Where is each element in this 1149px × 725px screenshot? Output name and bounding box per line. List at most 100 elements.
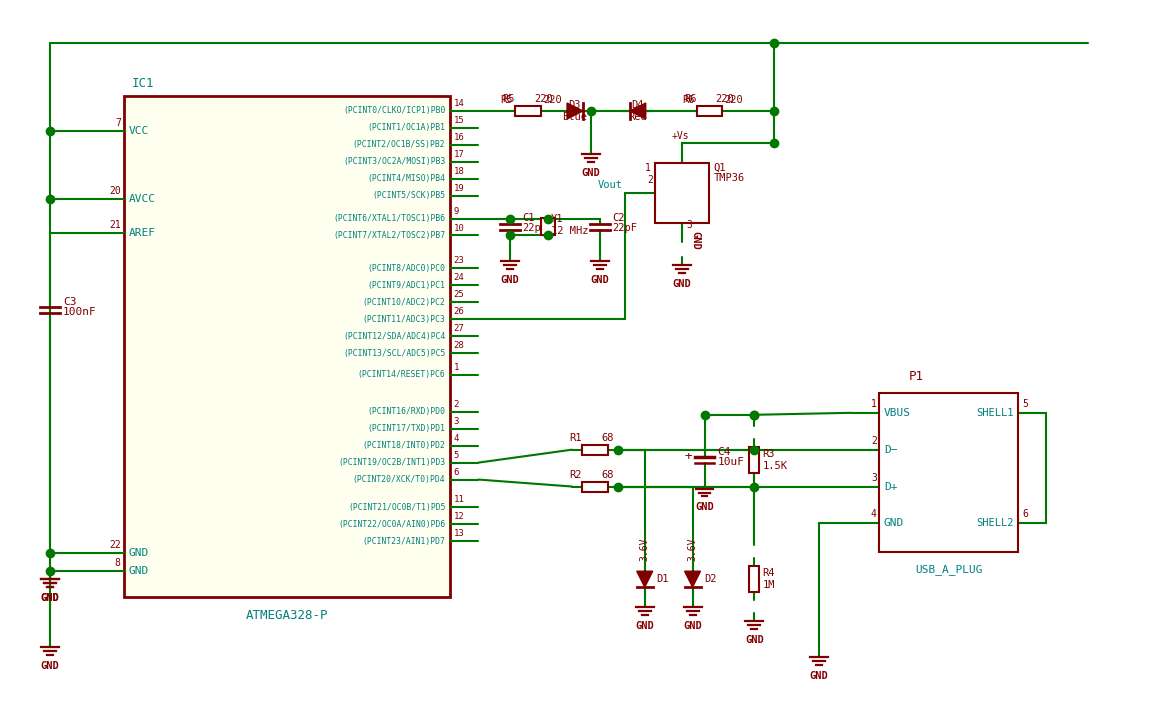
Text: GND: GND (40, 593, 60, 603)
Text: 3.6V: 3.6V (687, 538, 697, 561)
Bar (655, 163, 709, 223)
Text: 220: 220 (543, 95, 562, 105)
Text: 18: 18 (454, 167, 464, 175)
Bar (749, 566, 759, 592)
Polygon shape (566, 103, 583, 119)
Text: 5: 5 (454, 451, 458, 460)
Text: R1: R1 (570, 433, 583, 443)
Text: IC1: IC1 (132, 77, 154, 90)
Text: C2: C2 (612, 213, 624, 223)
Text: ATMEGA328-P: ATMEGA328-P (246, 609, 329, 622)
Text: D1: D1 (657, 574, 669, 584)
Text: (PCINT10/ADC2)PC2: (PCINT10/ADC2)PC2 (363, 298, 446, 307)
Text: GND: GND (501, 276, 519, 286)
Text: (PCINT14/RESET)PC6: (PCINT14/RESET)PC6 (357, 370, 446, 379)
Text: 6: 6 (454, 468, 458, 476)
Text: +: + (684, 450, 692, 463)
Text: R5: R5 (501, 95, 514, 105)
Bar (749, 447, 759, 473)
Text: 220: 220 (724, 95, 743, 105)
Text: 3.6V: 3.6V (640, 538, 649, 561)
Text: VBUS: VBUS (884, 407, 911, 418)
Text: 3: 3 (454, 417, 458, 426)
Text: 2: 2 (871, 436, 877, 446)
Text: GND: GND (129, 548, 149, 558)
Text: 24: 24 (454, 273, 464, 282)
Text: 3: 3 (871, 473, 877, 483)
Text: SHELL2: SHELL2 (976, 518, 1013, 529)
Text: 17: 17 (454, 150, 464, 159)
Text: 1: 1 (645, 162, 650, 173)
Text: D4: D4 (632, 100, 643, 110)
Text: 4: 4 (454, 434, 458, 443)
Text: (PCINT8/ADC0)PC0: (PCINT8/ADC0)PC0 (368, 264, 446, 273)
Text: C4: C4 (717, 447, 731, 457)
Text: USB_A_PLUG: USB_A_PLUG (915, 564, 982, 575)
Text: GND: GND (635, 621, 654, 631)
Text: 22: 22 (109, 540, 121, 550)
Polygon shape (685, 571, 701, 587)
Text: R6: R6 (684, 94, 696, 104)
Text: 11: 11 (454, 495, 464, 505)
Text: 10uF: 10uF (717, 457, 745, 467)
Text: 26: 26 (454, 307, 464, 316)
Text: 1: 1 (871, 399, 877, 409)
Text: 5: 5 (1023, 399, 1028, 409)
Bar (696, 106, 723, 116)
Text: P1: P1 (909, 370, 924, 383)
Text: (PCINT16/RXD)PD0: (PCINT16/RXD)PD0 (368, 407, 446, 416)
Bar (879, 393, 1018, 552)
Text: (PCINT5/SCK)PB5: (PCINT5/SCK)PB5 (372, 191, 446, 200)
Text: 6: 6 (1023, 510, 1028, 519)
Text: (PCINT3/OC2A/MOSI)PB3: (PCINT3/OC2A/MOSI)PB3 (344, 157, 446, 166)
Text: (PCINT12/SDA/ADC4)PC4: (PCINT12/SDA/ADC4)PC4 (344, 331, 446, 341)
Text: D2: D2 (704, 574, 717, 584)
Text: (PCINT11/ADC3)PC3: (PCINT11/ADC3)PC3 (363, 315, 446, 323)
Text: 100nF: 100nF (63, 307, 97, 317)
Text: GND: GND (884, 518, 904, 529)
Text: GND: GND (591, 276, 609, 286)
Text: 20: 20 (109, 186, 121, 196)
Text: (PCINT20/XCK/T0)PD4: (PCINT20/XCK/T0)PD4 (353, 475, 446, 484)
Text: Red: Red (629, 112, 647, 122)
Text: D+: D+ (884, 481, 897, 492)
Text: SHELL1: SHELL1 (976, 407, 1013, 418)
Text: 22pF: 22pF (522, 223, 547, 233)
Text: C1: C1 (522, 213, 534, 223)
Text: R4: R4 (762, 568, 774, 579)
Text: 23: 23 (454, 257, 464, 265)
Text: 14: 14 (454, 99, 464, 108)
Text: GND: GND (672, 279, 692, 289)
Text: 8: 8 (115, 558, 121, 568)
Text: 10: 10 (454, 223, 464, 233)
Text: (PCINT23/AIN1)PD7: (PCINT23/AIN1)PD7 (363, 536, 446, 546)
Text: 15: 15 (454, 116, 464, 125)
Text: 13: 13 (454, 529, 464, 539)
Text: 1M: 1M (762, 580, 774, 590)
Text: (PCINT17/TXD)PD1: (PCINT17/TXD)PD1 (368, 424, 446, 434)
Bar (124, 96, 450, 597)
Text: GND: GND (695, 502, 714, 513)
Text: (PCINT4/MISO)PB4: (PCINT4/MISO)PB4 (368, 174, 446, 183)
Text: (PCINT6/XTAL1/TOSC1)PB6: (PCINT6/XTAL1/TOSC1)PB6 (333, 214, 446, 223)
Text: 3: 3 (686, 220, 692, 230)
Text: 220: 220 (534, 94, 553, 104)
Text: 1.5K: 1.5K (762, 460, 787, 471)
Text: R6: R6 (683, 95, 694, 105)
Text: GND: GND (581, 167, 600, 178)
Text: Vout: Vout (597, 180, 623, 190)
Text: AREF: AREF (129, 228, 156, 238)
Text: (PCINT13/SCL/ADC5)PC5: (PCINT13/SCL/ADC5)PC5 (344, 349, 446, 357)
Text: GND: GND (129, 566, 149, 576)
Text: R2: R2 (570, 470, 583, 479)
Text: 68: 68 (601, 470, 614, 479)
Text: 28: 28 (454, 341, 464, 350)
Text: (PCINT9/ADC1)PC1: (PCINT9/ADC1)PC1 (368, 281, 446, 290)
Text: 2: 2 (647, 175, 653, 185)
Bar (515, 106, 541, 116)
Text: Y1: Y1 (552, 214, 564, 223)
Text: D−: D− (884, 444, 897, 455)
Text: GND: GND (40, 661, 60, 671)
Text: 27: 27 (454, 324, 464, 333)
Text: 19: 19 (454, 183, 464, 193)
